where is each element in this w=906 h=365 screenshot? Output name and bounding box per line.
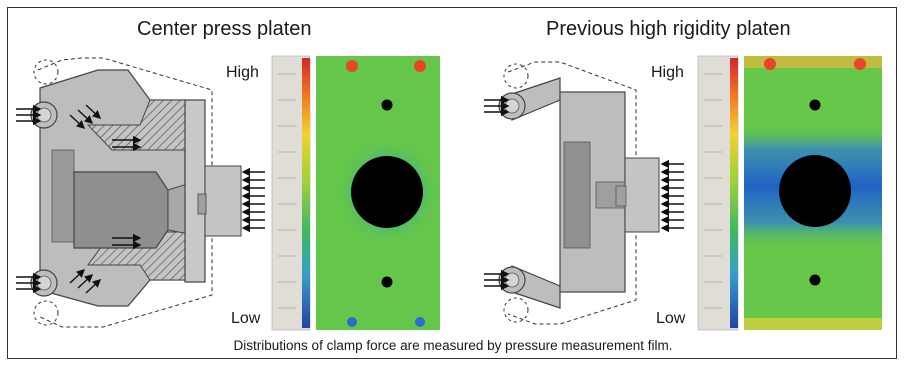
figure-frame — [7, 7, 897, 359]
left-panel-title: Center press platen — [137, 18, 312, 40]
figure-caption: Distributions of clamp force are measure… — [233, 338, 673, 353]
center-press-platen-diagram — [16, 57, 265, 328]
left-color-scale — [271, 55, 311, 331]
left-scale-low-label: Low — [231, 310, 261, 327]
previous-platen-diagram — [484, 61, 684, 325]
right-scale-high-label: High — [651, 64, 684, 81]
right-color-scale — [697, 55, 739, 331]
left-pressure-film — [316, 56, 440, 330]
right-scale-low-label: Low — [656, 310, 686, 327]
right-pressure-film — [744, 56, 882, 330]
right-panel-title: Previous high rigidity platen — [546, 18, 791, 40]
left-scale-high-label: High — [226, 64, 259, 81]
